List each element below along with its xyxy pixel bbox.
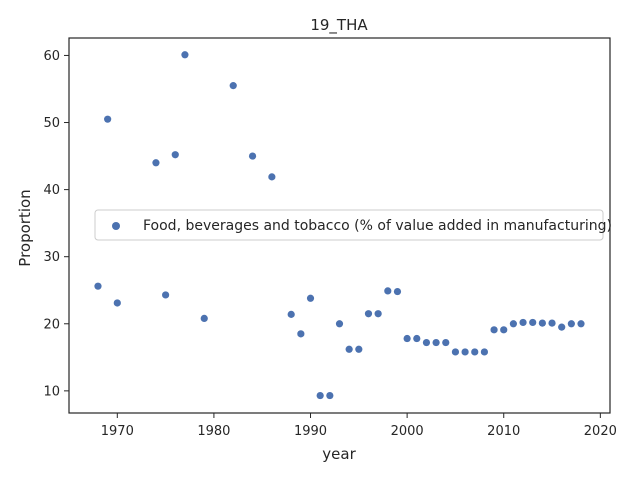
data-point bbox=[297, 330, 305, 338]
x-tick-label: 2000 bbox=[391, 424, 424, 439]
x-tick-label: 2010 bbox=[487, 424, 520, 439]
y-tick-label: 10 bbox=[43, 384, 60, 399]
legend-label: Food, beverages and tobacco (% of value … bbox=[143, 218, 612, 234]
data-point bbox=[113, 299, 121, 307]
y-tick-label: 20 bbox=[43, 317, 60, 332]
data-point bbox=[200, 314, 208, 323]
data-point bbox=[306, 294, 315, 302]
x-tick-label: 1980 bbox=[197, 424, 230, 439]
data-point bbox=[248, 152, 257, 160]
data-point bbox=[94, 282, 102, 290]
plot-area bbox=[68, 37, 611, 414]
x-tick-label: 1970 bbox=[101, 424, 134, 439]
y-tick-label: 40 bbox=[43, 183, 60, 198]
data-point bbox=[287, 310, 295, 318]
data-point bbox=[326, 391, 334, 400]
data-point bbox=[384, 287, 392, 295]
data-point bbox=[181, 51, 189, 59]
data-point bbox=[461, 348, 469, 356]
data-point bbox=[577, 320, 585, 328]
x-axis-title: year bbox=[322, 445, 356, 463]
data-point bbox=[171, 151, 179, 159]
chart-title: 19_THA bbox=[310, 16, 368, 35]
legend: Food, beverages and tobacco (% of value … bbox=[94, 209, 612, 241]
y-tick-label: 50 bbox=[43, 116, 60, 131]
plot-frame bbox=[68, 37, 611, 414]
data-point bbox=[403, 334, 411, 343]
data-point bbox=[558, 323, 566, 331]
data-point bbox=[480, 348, 489, 356]
data-point bbox=[393, 287, 402, 296]
y-axis-title: Proportion bbox=[16, 189, 34, 266]
data-point bbox=[519, 318, 527, 327]
data-points bbox=[94, 51, 585, 400]
legend-box bbox=[94, 209, 604, 241]
data-point bbox=[548, 319, 556, 327]
data-point bbox=[374, 310, 382, 318]
y-tick-label: 60 bbox=[43, 49, 60, 64]
data-point bbox=[355, 345, 363, 353]
data-point bbox=[432, 338, 440, 347]
data-point bbox=[162, 291, 170, 299]
y-tick-label: 30 bbox=[43, 250, 60, 265]
x-tick-label: 2020 bbox=[584, 424, 617, 439]
data-point bbox=[451, 348, 460, 356]
data-point bbox=[490, 326, 498, 334]
data-point bbox=[229, 82, 237, 90]
data-point bbox=[442, 338, 450, 347]
data-point bbox=[268, 173, 276, 181]
y-axis: 10 20 30 40 50 60 bbox=[43, 49, 69, 399]
x-tick-label: 1990 bbox=[294, 424, 327, 439]
data-point bbox=[104, 115, 112, 123]
data-point bbox=[500, 326, 508, 334]
legend-marker bbox=[112, 222, 120, 230]
data-point bbox=[471, 348, 479, 356]
data-point bbox=[422, 338, 431, 347]
x-axis: 1970 1980 1990 2000 2010 2020 bbox=[101, 413, 617, 439]
data-point bbox=[345, 345, 353, 353]
data-point bbox=[413, 334, 421, 343]
data-point bbox=[538, 319, 546, 327]
data-point bbox=[152, 159, 160, 167]
data-point bbox=[567, 320, 575, 328]
data-point bbox=[316, 391, 324, 400]
data-point bbox=[509, 320, 517, 328]
data-point bbox=[529, 318, 537, 327]
data-point bbox=[364, 310, 373, 318]
data-point bbox=[335, 320, 344, 328]
